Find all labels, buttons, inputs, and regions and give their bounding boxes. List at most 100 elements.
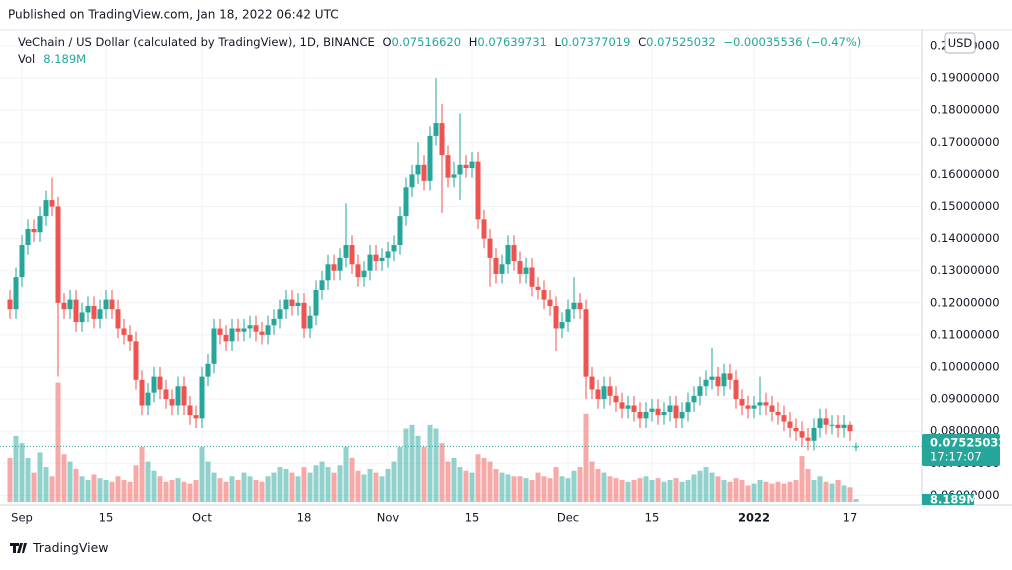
volume-bar xyxy=(691,474,697,502)
candle-body xyxy=(253,325,259,332)
volume-bar xyxy=(739,479,745,502)
candle-body xyxy=(19,245,25,278)
volume-bar xyxy=(193,479,199,502)
candle-body xyxy=(337,257,343,271)
candle-body xyxy=(343,245,349,258)
volume-bar xyxy=(685,479,691,502)
c-value: 0.07525032 xyxy=(646,35,716,49)
h-value: 0.07639731 xyxy=(477,35,547,49)
candle-body xyxy=(487,238,493,258)
candle-body xyxy=(691,395,697,403)
volume-bar xyxy=(127,481,133,502)
candle-body xyxy=(133,341,139,380)
volume-bar xyxy=(199,446,205,502)
volume-bar xyxy=(673,478,679,502)
candle-body xyxy=(157,376,163,390)
header: VeChain / US Dollar (calculated by Tradi… xyxy=(18,35,861,49)
candle-body xyxy=(325,264,331,281)
y-tick-label: 0.16000000 xyxy=(930,167,1000,181)
volume-bar xyxy=(265,476,271,502)
price-label-box xyxy=(922,434,1000,466)
candle-body xyxy=(313,289,319,316)
c-label: C xyxy=(638,35,646,49)
logo-mark xyxy=(10,543,27,553)
volume-bar xyxy=(313,465,319,502)
volume-bar xyxy=(607,476,613,502)
volume-bar xyxy=(259,481,265,502)
candle-body xyxy=(301,302,307,329)
volume-bar xyxy=(481,457,487,502)
volume-bar xyxy=(787,481,793,502)
volume-bar xyxy=(463,470,469,502)
volume-bar xyxy=(277,467,283,502)
candle-body xyxy=(103,299,109,310)
volume-bar xyxy=(751,483,757,502)
volume-bar xyxy=(217,478,223,502)
volume-bar xyxy=(157,476,163,502)
volume-bar xyxy=(397,446,403,502)
volume-bar xyxy=(469,472,475,502)
candle-body xyxy=(655,408,661,416)
candle-body xyxy=(763,402,769,406)
volume-bar xyxy=(799,456,805,502)
volume-bar xyxy=(103,479,109,502)
volume-bar xyxy=(511,476,517,502)
y-tick-label: 0.18000000 xyxy=(930,103,1000,117)
candle-body xyxy=(475,161,481,220)
volume-bar xyxy=(583,413,589,502)
volume-bar xyxy=(775,481,781,502)
change: −0.00035536 (−0.47%) xyxy=(723,35,861,49)
candle-body xyxy=(109,299,115,310)
volume-bar xyxy=(667,479,673,502)
volume-bar xyxy=(19,443,25,502)
candle-body xyxy=(121,328,127,335)
volume-bar xyxy=(115,476,121,502)
candle-body xyxy=(37,216,43,233)
candle-body xyxy=(97,309,103,319)
candle-body xyxy=(583,309,589,377)
volume-bar xyxy=(763,481,769,502)
brand: TradingView xyxy=(32,540,109,555)
o-label: O xyxy=(382,35,391,49)
volume-bar xyxy=(355,470,361,502)
price-label: 0.07525032 xyxy=(930,436,1006,450)
volume-bar xyxy=(25,457,31,502)
candle-body xyxy=(727,373,733,380)
candle-body xyxy=(511,245,517,262)
x-tick-label: 15 xyxy=(99,511,114,525)
volume-bar xyxy=(823,481,829,502)
volume-bar xyxy=(361,474,367,502)
candle-body xyxy=(637,411,643,419)
volume-bar xyxy=(235,479,241,502)
candle-body xyxy=(547,299,553,307)
candle-body xyxy=(607,386,613,396)
volume-bar xyxy=(847,487,853,502)
candle-body xyxy=(229,328,235,342)
candle-body xyxy=(193,415,199,419)
currency-box[interactable] xyxy=(944,32,976,54)
candle-body xyxy=(211,328,217,364)
volume-bar xyxy=(619,479,625,502)
volume-bar xyxy=(55,382,61,502)
candle-body xyxy=(499,264,505,274)
currency[interactable]: USD xyxy=(948,36,973,50)
candle-body xyxy=(427,135,433,181)
volume-bar xyxy=(187,483,193,502)
volume-bar xyxy=(757,479,763,502)
volume-bar xyxy=(595,468,601,502)
volume-bar xyxy=(529,479,535,502)
candle-body xyxy=(685,402,691,412)
volume-bar xyxy=(715,476,721,502)
candle-body xyxy=(367,254,373,271)
volume-bar xyxy=(643,476,649,502)
candle-body xyxy=(61,302,67,310)
x-tick-label: Oct xyxy=(192,511,212,525)
candle-body xyxy=(643,411,649,419)
candle-body xyxy=(145,392,151,406)
volume-bar xyxy=(601,472,607,502)
brand-logo[interactable]: TradingView xyxy=(10,540,109,555)
volume-bar xyxy=(571,470,577,502)
candle-body xyxy=(721,373,727,387)
candle-body xyxy=(127,334,133,342)
candle-body xyxy=(787,421,793,428)
